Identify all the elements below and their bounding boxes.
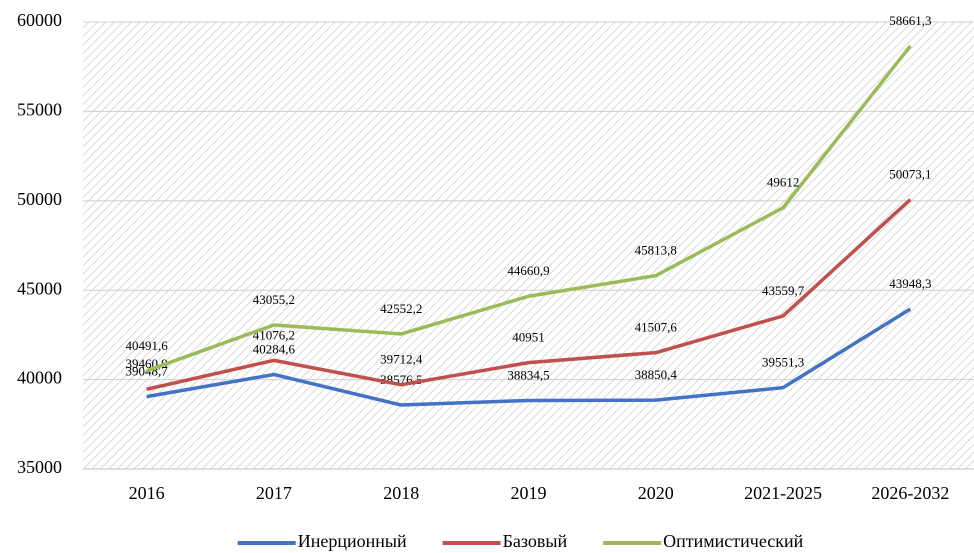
y-tick-label: 55000 [17,100,62,120]
series-line [146,44,912,373]
legend-label: Базовый [503,531,568,551]
data-label: 43948,3 [889,276,931,291]
data-label: 58661,3 [889,13,931,28]
data-label: 40284,6 [253,341,296,356]
y-tick-label: 50000 [17,189,62,209]
data-label: 50073,1 [889,166,931,181]
data-label: 44660,9 [507,263,549,278]
data-label: 41076,2 [253,327,295,342]
data-label: 45813,8 [635,243,677,258]
legend-label: Инерционный [298,531,407,551]
data-label: 43055,2 [253,292,295,307]
x-tick-label: 2021-2025 [744,483,822,503]
data-label: 39712,4 [380,352,423,367]
y-tick-label: 45000 [17,278,62,298]
series-line [146,307,912,407]
x-tick-label: 2016 [129,483,165,503]
series-line [146,198,912,391]
data-label: 40951 [512,330,545,345]
data-label: 42552,2 [380,301,422,316]
data-label: 49612 [767,175,800,190]
x-tick-label: 2018 [383,483,419,503]
legend-label: Оптимистический [663,531,804,551]
data-label: 43559,7 [762,283,805,298]
y-tick-label: 60000 [17,10,62,30]
x-tick-label: 2020 [638,483,674,503]
data-label: 41507,6 [635,320,678,335]
plot-area [83,22,974,469]
x-tick-label: 2019 [511,483,547,503]
y-tick-label: 40000 [17,368,62,388]
x-tick-label: 2017 [256,483,292,503]
data-label: 38834,5 [507,367,549,382]
x-tick-label: 2026-2032 [871,483,949,503]
y-tick-label: 35000 [17,457,62,477]
data-label: 38850,4 [635,367,678,382]
data-label: 39551,3 [762,355,804,370]
data-label: 40491,6 [126,338,169,353]
